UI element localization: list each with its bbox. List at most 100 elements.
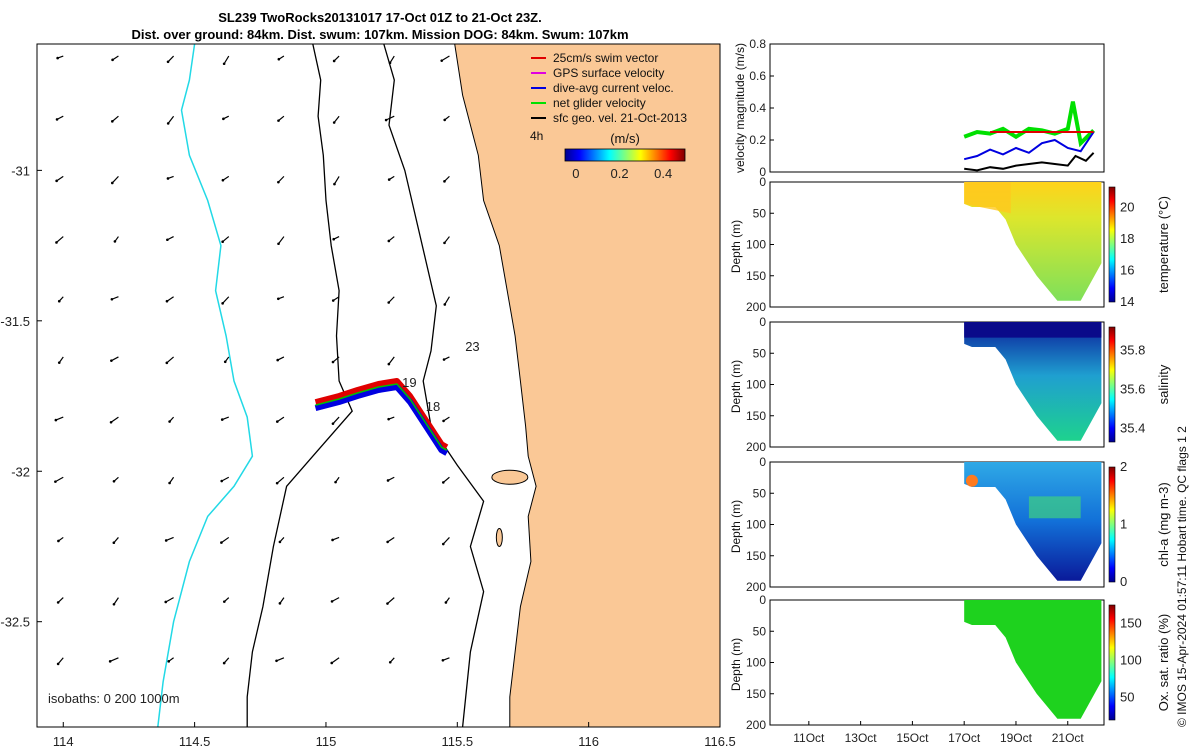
current-vector-head	[220, 479, 224, 483]
current-vector	[276, 657, 285, 662]
current-vector	[166, 356, 174, 364]
current-vector-head	[444, 601, 448, 604]
current-vector-head	[220, 541, 223, 544]
current-vector-head	[165, 299, 169, 303]
chlorophyll-colorbar	[1108, 466, 1116, 583]
current-vector-head	[331, 299, 335, 302]
isobath-1000m	[157, 44, 254, 727]
temperature-colorbar-tick: 18	[1120, 231, 1134, 246]
temperature-colorbar-tick: 20	[1120, 199, 1134, 214]
y-tick-label: -32	[11, 464, 30, 479]
current-vector	[113, 597, 119, 605]
velocity-y-tick-label: 0.2	[749, 133, 766, 147]
track-time-label: 23	[465, 339, 479, 354]
current-vector-head	[222, 661, 226, 665]
current-vector-head	[55, 179, 58, 183]
oxygen-y-tick-label: 100	[746, 656, 766, 670]
current-vector-head	[330, 600, 334, 603]
current-vector	[276, 476, 285, 484]
current-vector-head	[442, 419, 445, 423]
current-vector-head	[57, 539, 60, 543]
current-vector-head	[221, 302, 224, 305]
current-vector-head	[387, 362, 391, 366]
salinity-colorbar-label: salinity	[1156, 364, 1171, 404]
salinity-surface-layer	[964, 322, 1102, 338]
current-vector-head	[442, 358, 446, 361]
time-x-tick-label: 11Oct	[793, 731, 825, 745]
map-panel: 23 19 18 isobaths: 0 200 1000m 25cm/s swim v…	[0, 43, 736, 749]
current-vector-head	[278, 540, 282, 544]
current-vector-head	[109, 420, 113, 424]
temperature-y-tick-label: 150	[746, 269, 766, 283]
current-vector-head	[333, 182, 336, 186]
current-vector-head	[222, 62, 226, 66]
velocity-y-tick-label: 0.4	[749, 101, 766, 115]
current-vector-head	[386, 479, 390, 482]
current-vector-head	[113, 240, 117, 243]
current-vector	[167, 115, 175, 124]
chlorophyll-y-tick-label: 0	[759, 455, 766, 469]
current-vector-head	[334, 480, 337, 484]
current-vector	[444, 296, 450, 305]
current-vector-head	[166, 238, 169, 242]
velocity-y-tick-label: 0.6	[749, 69, 766, 83]
current-vector-head	[331, 360, 335, 364]
salinity-y-tick-label: 150	[746, 409, 766, 423]
current-vector-head	[57, 361, 61, 364]
oxygen-colorbar-tick: 50	[1120, 690, 1134, 705]
current-vector-head	[275, 659, 278, 663]
y-tick-label: -31.5	[0, 314, 30, 329]
legend-entry: dive-avg current veloc.	[553, 81, 674, 95]
velocity-series-line	[963, 131, 1095, 161]
temperature-y-tick-label: 0	[759, 175, 766, 189]
rottnest-island	[491, 469, 529, 485]
chart-title-line1: SL239 TwoRocks20131017 17-Oct 01Z to 21-…	[218, 10, 542, 25]
current-vector	[55, 476, 64, 483]
current-vector-head	[331, 422, 335, 425]
current-vector-head	[441, 542, 445, 546]
current-vector-head	[167, 660, 171, 663]
x-tick-label: 115	[316, 734, 337, 749]
current-vector-head	[165, 361, 169, 365]
chart-title-line2: Dist. over ground: 84km. Dist. swum: 107…	[131, 27, 629, 42]
current-vector	[167, 55, 175, 63]
velocity-y-tick-label: 0.8	[749, 37, 766, 51]
current-vector-head	[387, 417, 390, 421]
current-vector	[55, 416, 64, 421]
salinity-y-label: Depth (m)	[729, 360, 743, 413]
chlorophyll-y-tick-label: 50	[753, 486, 767, 500]
current-vector-head	[221, 178, 225, 182]
track-time-label: 19	[402, 375, 416, 390]
current-vector-head	[168, 420, 171, 423]
current-vector-head	[55, 241, 58, 244]
current-vector-head	[54, 418, 58, 422]
y-tick-label: -32.5	[0, 615, 30, 630]
net-velocity-track	[315, 383, 448, 451]
x-tick-label: 115.5	[442, 734, 474, 749]
current-vector-head	[112, 602, 116, 606]
current-vector-head	[110, 181, 114, 185]
velocity-frame	[769, 43, 1105, 173]
current-vector	[221, 476, 230, 482]
oxygen-colorbar	[1108, 604, 1116, 721]
time-x-tick-label: 17Oct	[948, 731, 981, 745]
temperature-colorbar-label: temperature (°C)	[1156, 196, 1171, 293]
current-vector-head	[387, 239, 391, 243]
chlorophyll-y-label: Depth (m)	[729, 500, 743, 553]
current-vector-head	[443, 118, 446, 122]
current-vector-head	[223, 360, 227, 364]
current-vector	[222, 236, 230, 243]
map-plot-area: 23 19 18 isobaths: 0 200 1000m	[37, 44, 720, 727]
scale-label: 4h	[530, 129, 543, 143]
temperature-y-tick-label: 200	[746, 300, 766, 314]
current-vector-head	[112, 541, 116, 545]
salinity-colorbar-tick: 35.8	[1120, 342, 1145, 357]
current-vector-head	[110, 359, 113, 362]
oxygen-colorbar-label: Ox. sat. ratio (%)	[1156, 614, 1171, 712]
chlorophyll-y-tick-label: 200	[746, 580, 766, 594]
isobath-label: isobaths: 0 200 1000m	[48, 691, 180, 706]
current-vector-head	[166, 177, 170, 180]
current-vector	[165, 536, 174, 541]
oxygen-colorbar-tick: 100	[1120, 653, 1142, 668]
